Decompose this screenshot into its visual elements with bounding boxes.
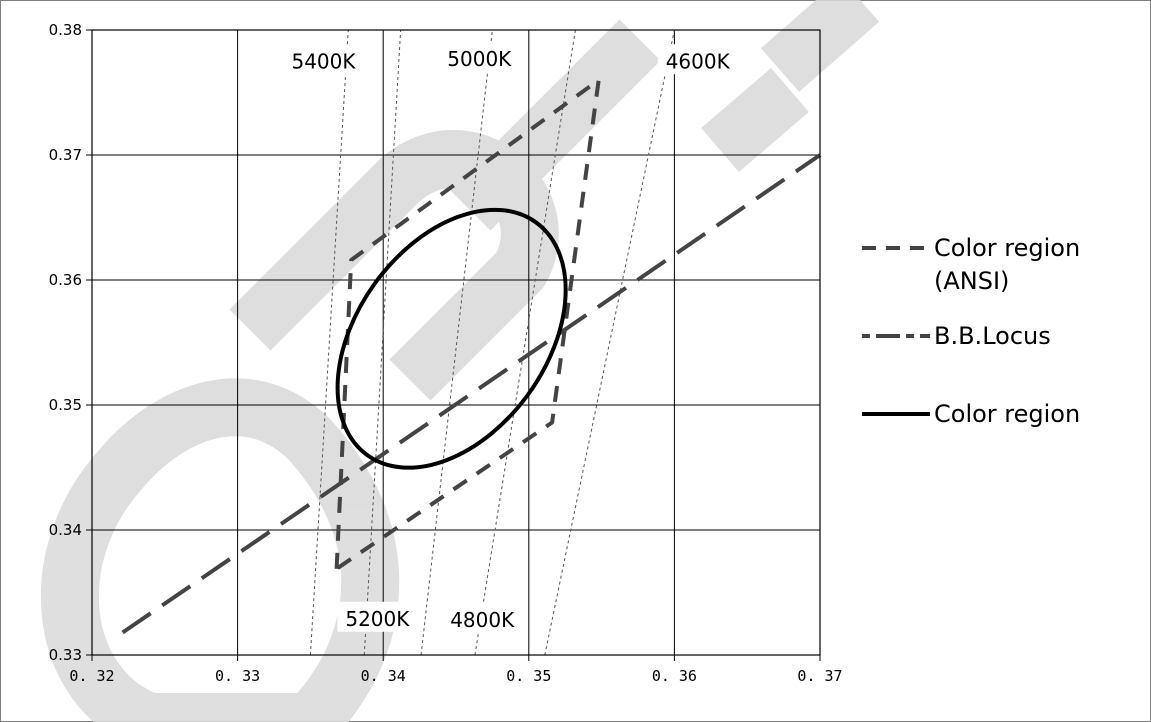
- y-tick-label: 0.38: [49, 21, 82, 39]
- cct-lines: [309, 29, 675, 656]
- x-tick-label: 0. 34: [361, 667, 406, 685]
- y-tick-label: 0.33: [49, 646, 82, 664]
- legend-swatch-dashed: [862, 246, 930, 250]
- legend-swatch-long-dash: [862, 334, 930, 338]
- x-tick-label: 0. 33: [215, 667, 260, 685]
- y-tick-label: 0.34: [49, 521, 82, 539]
- axes: 0. 32 0. 33 0. 34 0. 35 0. 36 0. 37 0.33 0.34 0.…: [49, 21, 843, 685]
- legend-label: B.B.Locus: [934, 322, 1051, 350]
- plot-border: [91, 29, 821, 656]
- series: [121, 78, 822, 635]
- cct-label-bg: [439, 41, 520, 72]
- color-region-ellipse: [335, 207, 568, 470]
- x-tick-label: 0. 32: [69, 667, 114, 685]
- x-tick-label: 0. 37: [797, 667, 842, 685]
- cct-label-bg: [657, 44, 738, 75]
- bb-locus-line: [121, 153, 822, 635]
- legend-swatch-solid: [862, 412, 930, 416]
- cct-line-5000K: [420, 29, 493, 656]
- cct-label-bg: [337, 601, 418, 632]
- ansi-color-region: [334, 78, 601, 571]
- cct-line-5400K: [309, 29, 349, 656]
- annotations: 5400K 5000K 4600K 5200K 4800K: [283, 41, 738, 633]
- cct-label-bg: [442, 603, 523, 633]
- cct-label: 4600K: [666, 49, 731, 73]
- cct-line-5200K: [363, 29, 402, 656]
- legend-label: Color region: [934, 400, 1081, 428]
- cct-label: 5400K: [291, 49, 356, 73]
- cct-label: 5200K: [345, 607, 410, 631]
- y-tick-label: 0.36: [49, 271, 82, 289]
- y-tick-label: 0.35: [49, 396, 82, 414]
- x-tick-label: 0. 36: [652, 667, 697, 685]
- y-tick-label: 0.37: [49, 146, 82, 164]
- legend-item-region: Color region: [860, 398, 1114, 431]
- cct-label-bg: [283, 44, 364, 75]
- cct-label: 5000K: [447, 47, 512, 71]
- cct-line-4600K: [544, 29, 675, 656]
- cct-label: 4800K: [450, 608, 515, 632]
- legend-label: Color region (ANSI): [934, 234, 1081, 295]
- legend-item-ansi: Color region (ANSI): [860, 232, 1114, 298]
- watermark-letter-l: [449, 19, 809, 231]
- x-tick-label: 0. 35: [506, 667, 551, 685]
- legend-item-locus: B.B.Locus: [860, 320, 1114, 353]
